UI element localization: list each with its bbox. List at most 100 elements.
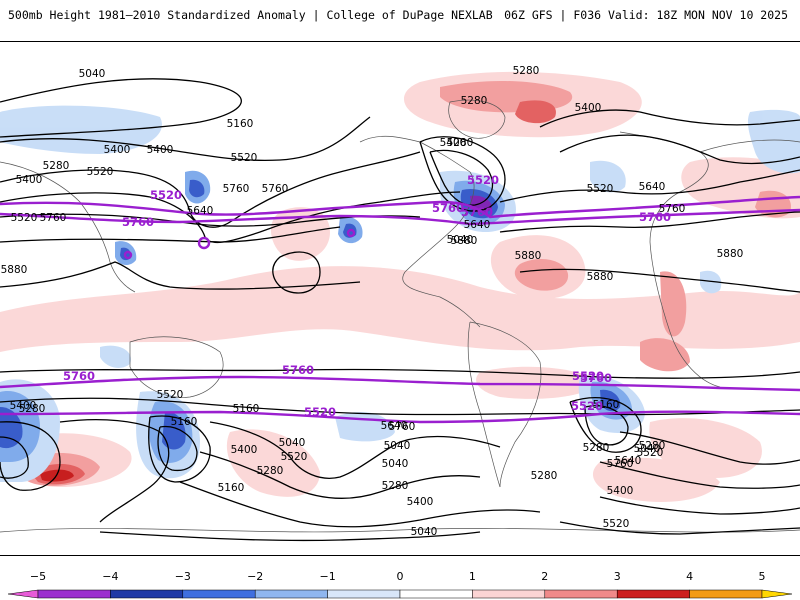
- contour-label: 5280: [531, 470, 558, 482]
- contour-label: 5160: [227, 118, 254, 130]
- contour-5880-atlantic: [519, 268, 800, 293]
- contour-label: 5400: [607, 485, 634, 497]
- contour-5280-north: [0, 116, 371, 162]
- contour-label: 5640: [381, 420, 408, 432]
- contour-5400: [0, 151, 421, 228]
- contour-label: 5880: [717, 248, 744, 260]
- contour-label: 5520: [157, 389, 184, 401]
- purple-contour-label: 5520: [150, 188, 182, 202]
- colorbar-tick-label: 2: [541, 570, 549, 583]
- contour-label: 5280: [19, 403, 46, 415]
- contour-label: 5400: [440, 137, 467, 149]
- contour-label: 5520: [87, 166, 114, 178]
- contour-na-trough: [419, 136, 506, 212]
- anomaly-neg-pacific-low-core: [189, 179, 205, 198]
- purple-contour-label: 5760: [432, 201, 464, 215]
- purple-typhoon-east: [346, 228, 356, 238]
- contour-label: 5760: [389, 421, 416, 433]
- colorbar-tick-label: 3: [613, 570, 621, 583]
- purple-5520-north: [0, 195, 800, 219]
- contour-label: 5640: [639, 181, 666, 193]
- purple-contour-label: 5520: [304, 405, 336, 419]
- black-contour-label-layer: 5040 528051605400552052805400528056405760…: [1, 65, 744, 538]
- contour-label: 5400: [231, 444, 258, 456]
- colorbar-tick-label: 1: [468, 570, 476, 583]
- contour-label: 5520: [603, 518, 630, 530]
- map-panel: 5040 5280 5160 5400 5520 5280 5400 5280 5640 5760…: [0, 41, 800, 556]
- colorbar-segment: [689, 589, 763, 599]
- contour-label: 5760: [607, 458, 634, 470]
- colorbar: −5 −4 −3 −2 −1 0 1 2 3 4 5: [0, 570, 800, 600]
- colorbar-segment: [399, 589, 473, 599]
- contour-label: 5040: [447, 234, 474, 246]
- contour-label: 5040: [382, 458, 409, 470]
- contour-label: 5520: [587, 183, 614, 195]
- contour-s-atlantic-low-2: [584, 405, 629, 446]
- colorbar-segment: [110, 589, 184, 599]
- colorbar-segment: [472, 589, 546, 599]
- contour-tasman-low-2: [157, 425, 198, 472]
- colorbar-tick-label: 0: [396, 570, 404, 583]
- anomaly-neg-tasman-core: [162, 411, 186, 450]
- colorbar-tick-label: −2: [247, 570, 264, 583]
- contour-label: 5280: [583, 442, 610, 454]
- colorbar-tick-label: −3: [174, 570, 191, 583]
- purple-5520-south: [0, 410, 800, 424]
- height-contours: [0, 78, 800, 542]
- anomaly-neg-north-atlantic: [590, 160, 626, 193]
- anomaly-neg-north-pacific: [0, 105, 162, 154]
- contour-label: 5640: [615, 455, 642, 467]
- colorbar-tick-label: −1: [319, 570, 336, 583]
- colorbar-segment: [544, 589, 618, 599]
- contour-label: 5040: [79, 68, 106, 80]
- colorbar-segment: [616, 589, 690, 599]
- contour-label: 5520: [637, 447, 664, 459]
- contour-label: 5280: [43, 160, 70, 172]
- colorbar-tick-label: −5: [29, 570, 47, 583]
- contour-label: 5040: [411, 526, 438, 538]
- colorbar-tick-label: 5: [758, 570, 766, 583]
- colorbar-left-arrow: [7, 589, 39, 599]
- contour-5880-high: [272, 251, 321, 294]
- anomaly-pos-africa: [660, 271, 687, 337]
- contour-5640-s: [209, 421, 501, 479]
- coast-south-america: [469, 321, 542, 488]
- contour-5280-se: [599, 461, 800, 489]
- anomaly-neg-south-atlantic-core: [600, 389, 621, 412]
- contour-5280-low-w: [0, 421, 61, 491]
- contour-label: 5160: [593, 399, 620, 411]
- contour-label: 5280: [639, 440, 666, 452]
- contour-label: 5160: [233, 403, 260, 415]
- purple-small-high: [197, 236, 211, 250]
- contour-label: 5760: [659, 203, 686, 215]
- coast-south-america-west: [467, 321, 501, 488]
- contour-label: 5520: [231, 152, 258, 164]
- contour-5640-atlantic: [499, 169, 800, 203]
- purple-contours: [0, 195, 800, 424]
- run-info: 06Z GFS | F036 Valid: 18Z MON NOV 10 202…: [504, 8, 788, 22]
- contour-label: 5400: [407, 496, 434, 508]
- contour-tasman-low: [148, 415, 211, 483]
- contour-label: 5160: [218, 482, 245, 494]
- contour-5040-se: [559, 521, 800, 535]
- contour-label: 5040: [279, 437, 306, 449]
- contour-5400-s: [59, 419, 170, 523]
- anomaly-pos-arctic-peak: [515, 100, 556, 124]
- contour-label: 5040: [634, 443, 661, 455]
- contour-label: 5280: [382, 480, 409, 492]
- purple-contour-label: 5760: [282, 363, 314, 377]
- purple-5760-south: [0, 375, 800, 392]
- contour-label: 5400: [10, 400, 37, 412]
- contour-label: 5760: [223, 183, 250, 195]
- contour-label: 5520: [281, 451, 308, 463]
- anomaly-pos-tropics: [0, 266, 800, 352]
- contour-label: 5400: [147, 144, 174, 156]
- contour-5160-low-w: [0, 436, 29, 479]
- contour-label: 5280: [461, 95, 488, 107]
- anomaly-neg-australia: [100, 345, 131, 368]
- contour-label: 5160: [171, 416, 198, 428]
- coast-antarctica: [0, 528, 800, 533]
- contour-label: 5760: [40, 212, 67, 224]
- purple-contour-label: 5520: [467, 173, 499, 187]
